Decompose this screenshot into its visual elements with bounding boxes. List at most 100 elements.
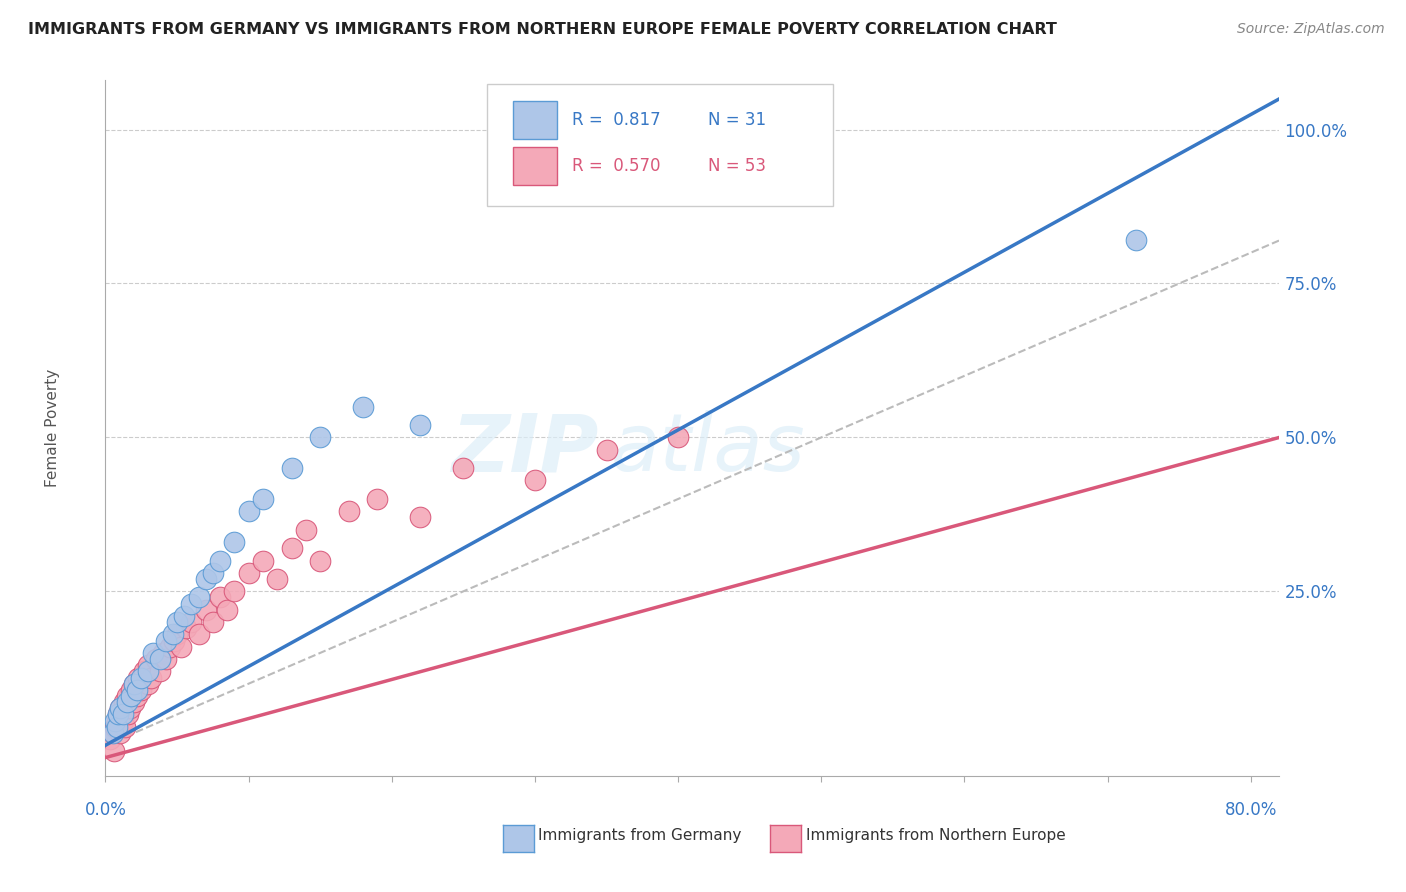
Text: Source: ZipAtlas.com: Source: ZipAtlas.com (1237, 22, 1385, 37)
Point (180, 597, 202, 611)
Point (112, 695, 135, 709)
Point (141, 671, 163, 685)
Point (114, 720, 136, 734)
Point (107, 707, 129, 722)
Point (252, 491, 274, 506)
Point (145, 652, 167, 666)
Point (173, 609, 195, 624)
Point (252, 553, 274, 567)
Point (295, 523, 318, 537)
Text: ZIP: ZIP (451, 410, 599, 488)
Point (266, 572, 288, 586)
Point (366, 491, 388, 506)
Point (166, 615, 188, 629)
Point (352, 400, 374, 414)
Text: R =  0.817: R = 0.817 (571, 111, 661, 129)
FancyBboxPatch shape (486, 84, 834, 205)
Point (180, 615, 202, 629)
Text: atlas: atlas (610, 410, 806, 488)
Point (105, 714, 128, 728)
Point (208, 591, 231, 605)
Point (166, 627, 188, 641)
Point (280, 461, 302, 475)
Point (115, 695, 138, 709)
Point (194, 603, 217, 617)
Point (238, 504, 260, 518)
Point (309, 553, 332, 567)
Point (111, 714, 134, 728)
Text: IMMIGRANTS FROM GERMANY VS IMMIGRANTS FROM NORTHERN EUROPE FEMALE POVERTY CORREL: IMMIGRANTS FROM GERMANY VS IMMIGRANTS FR… (28, 22, 1057, 37)
Point (111, 707, 134, 722)
Point (309, 430, 332, 444)
Point (224, 535, 246, 549)
Point (194, 572, 217, 586)
Point (118, 701, 141, 715)
Point (108, 701, 131, 715)
Point (108, 701, 131, 715)
Point (101, 726, 124, 740)
Point (149, 652, 172, 666)
Point (280, 541, 302, 556)
Point (337, 504, 360, 518)
Point (217, 603, 239, 617)
Point (187, 591, 209, 605)
Text: 0.0%: 0.0% (84, 801, 127, 819)
Point (120, 682, 142, 697)
Point (108, 726, 131, 740)
Point (122, 676, 145, 690)
Point (125, 689, 148, 703)
Point (129, 671, 152, 685)
Point (523, 474, 546, 488)
Point (152, 646, 174, 660)
FancyBboxPatch shape (513, 146, 557, 185)
Point (201, 566, 224, 580)
Point (127, 671, 149, 685)
Point (208, 553, 231, 567)
Point (138, 676, 160, 690)
Point (101, 726, 124, 740)
Point (105, 720, 128, 734)
Point (170, 640, 193, 654)
Point (453, 461, 475, 475)
Point (122, 695, 145, 709)
Point (1125, 233, 1147, 247)
Point (138, 658, 160, 673)
Point (238, 566, 260, 580)
Point (187, 627, 209, 641)
Point (595, 442, 617, 457)
Point (155, 652, 177, 666)
Point (125, 682, 148, 697)
Point (201, 615, 224, 629)
Text: Immigrants from Northern Europe: Immigrants from Northern Europe (806, 829, 1066, 843)
Point (132, 665, 155, 679)
Point (409, 510, 432, 524)
Point (162, 627, 184, 641)
Point (155, 633, 177, 648)
Point (107, 707, 129, 722)
Point (224, 584, 246, 599)
FancyBboxPatch shape (513, 101, 557, 139)
Point (104, 714, 127, 728)
Text: R =  0.570: R = 0.570 (571, 157, 659, 175)
Point (149, 665, 172, 679)
Point (174, 621, 197, 635)
Text: Female Poverty: Female Poverty (45, 369, 60, 487)
Text: N = 53: N = 53 (707, 157, 766, 175)
Point (117, 707, 139, 722)
Point (666, 430, 689, 444)
Point (159, 640, 181, 654)
Point (98, 732, 121, 747)
Text: N = 31: N = 31 (707, 111, 766, 129)
Point (104, 720, 127, 734)
Text: 80.0%: 80.0% (1225, 801, 1277, 819)
Point (122, 676, 145, 690)
Point (120, 689, 142, 703)
Point (409, 418, 432, 433)
Point (138, 665, 160, 679)
Point (142, 646, 165, 660)
Point (129, 682, 152, 697)
Point (163, 633, 186, 648)
Text: Immigrants from Germany: Immigrants from Germany (538, 829, 742, 843)
Point (103, 744, 125, 758)
Point (115, 689, 138, 703)
